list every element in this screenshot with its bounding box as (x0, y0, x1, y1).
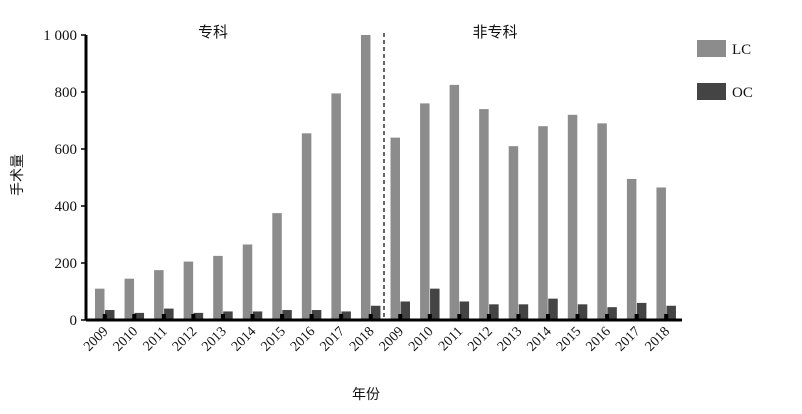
x-tick-label: 2010 (406, 324, 436, 354)
bar-oc-6 (282, 310, 292, 320)
x-tick-label: 2015 (258, 324, 288, 354)
x-tick-label: 2017 (318, 324, 348, 354)
legend: LC OC (697, 40, 753, 101)
bar-oc-2 (164, 308, 174, 320)
x-tick-label: 2011 (141, 324, 171, 354)
x-tick-label: 2016 (584, 324, 614, 354)
x-tick-label: 2010 (111, 324, 141, 354)
bar-lc-2 (154, 270, 164, 321)
x-tick-mark (398, 314, 403, 320)
bar-lc-4 (213, 255, 223, 321)
bar-oc-4 (223, 311, 233, 320)
bar-oc-1 (134, 312, 145, 321)
x-tick-mark (280, 314, 285, 320)
x-tick-mark (457, 314, 462, 320)
bar-lc-18 (626, 178, 637, 320)
bar-lc-9 (360, 35, 371, 320)
x-tick-label: 2018 (643, 324, 673, 354)
bar-oc-18 (636, 302, 647, 320)
x-tick-label: 2014 (229, 324, 259, 354)
legend-label-lc: LC (732, 42, 751, 58)
x-tick-mark (575, 314, 580, 320)
bar-lc-7 (301, 133, 312, 320)
y-tick-label: 200 (55, 256, 78, 272)
x-axis-title: 年份 (352, 387, 380, 403)
x-tick-mark (427, 314, 432, 320)
x-tick-mark (132, 314, 137, 320)
bar-lc-15 (538, 126, 548, 320)
x-tick-label: 2014 (524, 324, 554, 354)
legend-swatch-oc (697, 83, 726, 100)
bar-lc-3 (183, 261, 194, 320)
bars-layer (95, 35, 676, 321)
bar-lc-6 (272, 213, 282, 321)
bar-oc-9 (370, 305, 381, 320)
y-tick-label: 0 (70, 313, 78, 329)
bar-lc-10 (390, 137, 400, 320)
legend-label-oc: OC (732, 85, 753, 101)
x-tick-label: 2017 (613, 324, 643, 354)
x-tick-mark (191, 314, 196, 320)
bar-oc-14 (518, 304, 529, 320)
axes-layer (84, 33, 682, 322)
bar-oc-8 (341, 311, 351, 320)
x-tick-label: 2009 (81, 324, 111, 354)
bar-oc-3 (193, 312, 204, 321)
x-tick-mark (161, 314, 166, 320)
bar-lc-11 (420, 103, 430, 321)
x-tick-mark (309, 314, 314, 320)
x-tick-mark (368, 314, 373, 320)
y-tick-label: 400 (55, 199, 78, 215)
bar-oc-12 (459, 301, 470, 320)
bar-oc-0 (105, 310, 115, 320)
x-tick-label: 2016 (288, 324, 318, 354)
bar-lc-0 (95, 288, 105, 320)
x-tick-label: 2011 (436, 324, 466, 354)
bar-oc-16 (577, 304, 588, 320)
x-tick-label: 2012 (170, 324, 200, 354)
y-tick-label: 800 (55, 85, 78, 101)
bar-lc-16 (567, 114, 578, 320)
x-tick-label: 2009 (377, 324, 407, 354)
bar-oc-19 (666, 305, 676, 320)
bar-lc-12 (449, 84, 460, 321)
x-tick-mark (102, 314, 107, 320)
bar-oc-7 (311, 310, 322, 320)
bar-oc-17 (607, 307, 617, 320)
x-tick-mark (220, 314, 225, 320)
x-tick-label: 2013 (199, 324, 229, 354)
bar-oc-5 (252, 311, 263, 320)
y-axis-title: 手术量 (10, 154, 26, 196)
y-tick-label: 1 000 (43, 28, 77, 44)
y-tick-label: 600 (55, 142, 78, 158)
bar-lc-14 (508, 146, 519, 320)
x-tick-mark (486, 314, 491, 320)
bar-lc-19 (656, 187, 666, 320)
y-ticks-layer: 0 200 400 600 800 1 000 (43, 28, 86, 329)
x-tick-mark (339, 314, 344, 320)
x-tick-mark (664, 314, 669, 320)
bar-oc-15 (548, 298, 558, 321)
bar-lc-13 (479, 109, 489, 320)
x-tick-label: 2012 (465, 324, 495, 354)
x-tick-label: 2015 (554, 324, 584, 354)
x-tick-mark (634, 314, 639, 320)
bar-oc-11 (430, 288, 440, 320)
bar-lc-8 (331, 93, 341, 320)
bar-lc-17 (597, 123, 607, 320)
group-label-specialist: 专科 (198, 23, 228, 41)
legend-swatch-lc (697, 40, 726, 57)
group-label-nonspecialist: 非专科 (472, 23, 517, 41)
bar-lc-1 (124, 278, 135, 320)
x-tick-label: 2018 (347, 324, 377, 354)
x-tick-mark (516, 314, 521, 320)
bar-oc-10 (400, 301, 410, 320)
bar-lc-5 (242, 244, 253, 320)
x-tick-mark (250, 314, 255, 320)
x-tick-mark (546, 314, 550, 320)
x-tick-label: 2013 (495, 324, 525, 354)
x-tick-mark (605, 314, 610, 320)
bar-oc-13 (489, 304, 499, 320)
